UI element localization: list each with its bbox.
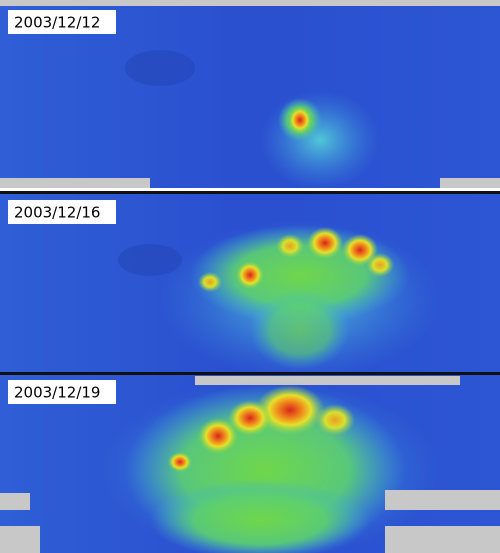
date-label: 2003/12/12 [14,14,100,32]
panel-3: 2003/12/19 [0,375,500,553]
date-label: 2003/12/16 [14,204,100,222]
panel-1: 2003/12/12 [0,0,500,190]
panel-2: 2003/12/16 [0,194,500,380]
date-label: 2003/12/19 [14,384,100,402]
